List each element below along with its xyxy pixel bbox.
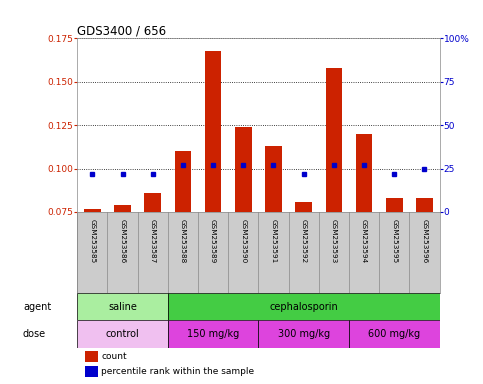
Bar xyxy=(77,321,168,348)
Bar xyxy=(349,321,440,348)
Bar xyxy=(168,321,258,348)
Text: dose: dose xyxy=(23,329,46,339)
Text: GSM253596: GSM253596 xyxy=(422,218,427,263)
Text: 150 mg/kg: 150 mg/kg xyxy=(187,329,239,339)
Bar xyxy=(205,51,221,212)
Text: GDS3400 / 656: GDS3400 / 656 xyxy=(77,24,167,37)
Text: GSM253593: GSM253593 xyxy=(331,218,337,263)
Text: GSM253585: GSM253585 xyxy=(89,218,95,263)
Text: GSM253594: GSM253594 xyxy=(361,218,367,263)
Bar xyxy=(296,202,312,212)
Text: percentile rank within the sample: percentile rank within the sample xyxy=(101,367,255,376)
Text: 300 mg/kg: 300 mg/kg xyxy=(278,329,330,339)
Text: control: control xyxy=(106,329,140,339)
Text: saline: saline xyxy=(108,302,137,312)
Bar xyxy=(114,205,131,212)
Text: cephalosporin: cephalosporin xyxy=(270,302,338,312)
Text: GSM253592: GSM253592 xyxy=(301,218,307,263)
Text: GSM253595: GSM253595 xyxy=(391,218,397,263)
Text: GSM253586: GSM253586 xyxy=(120,218,126,263)
Text: agent: agent xyxy=(23,302,51,312)
Text: GSM253590: GSM253590 xyxy=(241,218,246,263)
Bar xyxy=(356,134,372,212)
Text: GSM253588: GSM253588 xyxy=(180,218,186,263)
Bar xyxy=(326,68,342,212)
Bar xyxy=(175,151,191,212)
Bar xyxy=(265,146,282,212)
Bar xyxy=(85,351,98,362)
Bar xyxy=(416,198,433,212)
Text: GSM253589: GSM253589 xyxy=(210,218,216,263)
Bar xyxy=(144,193,161,212)
Bar xyxy=(85,366,98,377)
Text: count: count xyxy=(101,352,127,361)
Text: GSM253591: GSM253591 xyxy=(270,218,276,263)
Bar xyxy=(84,209,100,212)
Text: GSM253587: GSM253587 xyxy=(150,218,156,263)
Text: 600 mg/kg: 600 mg/kg xyxy=(368,329,420,339)
Bar xyxy=(77,293,168,321)
Bar xyxy=(258,321,349,348)
Bar xyxy=(235,127,252,212)
Bar xyxy=(386,198,402,212)
Bar xyxy=(168,293,440,321)
